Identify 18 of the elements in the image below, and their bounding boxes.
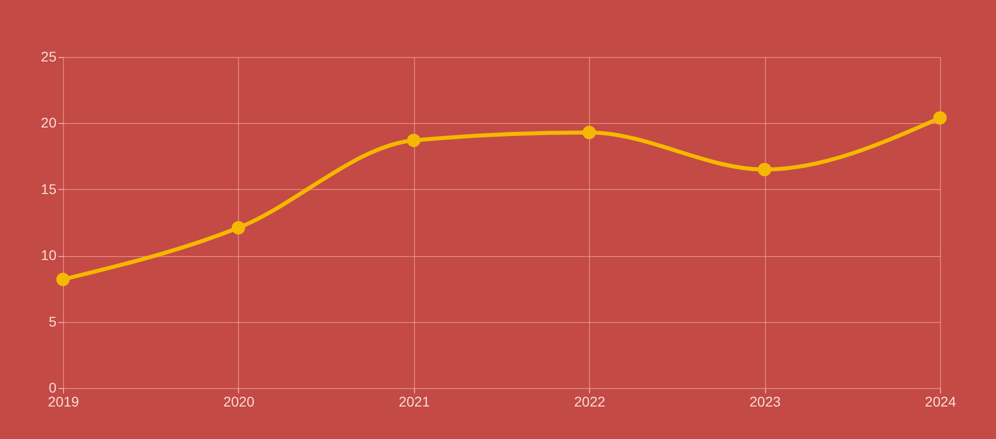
- x-tick-label: 2024: [924, 394, 956, 410]
- point: [582, 126, 596, 140]
- y-tick-label: 0: [48, 380, 57, 396]
- point: [407, 134, 421, 148]
- x-tick-label: 2022: [574, 394, 606, 410]
- point: [56, 272, 70, 286]
- x-tick-label: 2021: [398, 394, 430, 410]
- x-tick-label: 2020: [223, 394, 255, 410]
- point: [758, 162, 772, 176]
- x-tick-label: 2019: [48, 394, 80, 410]
- x-tick-label: 2023: [750, 394, 781, 410]
- point: [933, 111, 947, 125]
- y-tick-label: 20: [40, 114, 57, 131]
- y-tick-label: 15: [40, 180, 57, 197]
- y-tick-label: 25: [40, 48, 57, 64]
- y-tick-label: 10: [40, 247, 57, 264]
- point: [232, 221, 246, 234]
- y-tick-label: 5: [48, 313, 57, 330]
